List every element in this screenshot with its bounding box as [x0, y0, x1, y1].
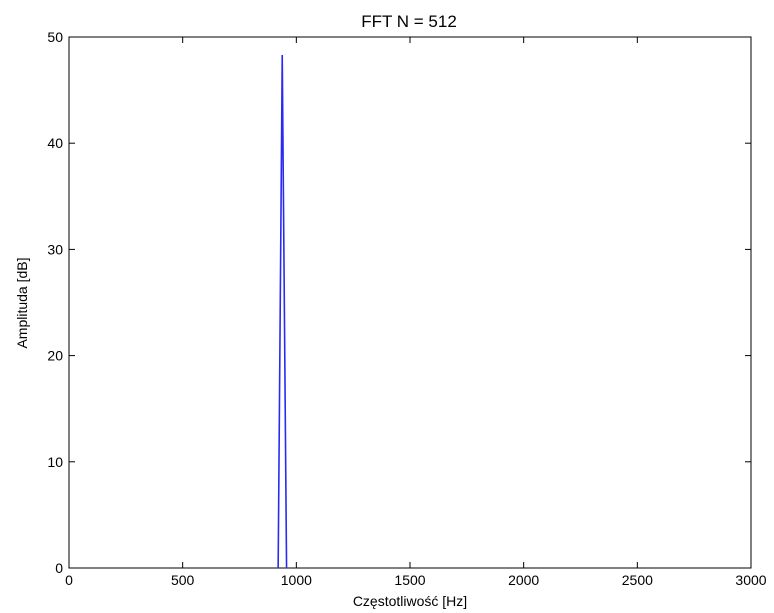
x-axis-label: Częstotliwość [Hz] [353, 593, 467, 609]
x-tick-label: 3000 [735, 572, 766, 588]
plot-area [68, 36, 752, 569]
y-tick-label: 40 [47, 135, 63, 151]
y-axis-label: Amplituda [dB] [14, 257, 30, 348]
y-tick-label: 20 [47, 348, 63, 364]
x-tick-label: 2500 [622, 572, 653, 588]
x-tick-label: 1000 [281, 572, 312, 588]
spectrum-line [277, 55, 288, 569]
plot-frame [68, 36, 752, 569]
x-tick-label: 2000 [508, 572, 539, 588]
x-tick-label: 500 [171, 572, 195, 588]
chart-title: FFT N = 512 [361, 12, 457, 31]
series-layer [277, 55, 288, 569]
y-tick-label: 50 [47, 29, 63, 45]
x-tick-label: 0 [65, 572, 73, 588]
x-tick-label: 1500 [394, 572, 425, 588]
x-axis-ticks: 0 500 1000 1500 2000 2500 3000 [65, 37, 767, 588]
y-tick-label: 10 [47, 454, 63, 470]
y-tick-label: 30 [47, 241, 63, 257]
y-tick-label: 0 [55, 560, 63, 576]
y-axis-ticks: 0 10 20 30 40 50 [47, 29, 751, 576]
